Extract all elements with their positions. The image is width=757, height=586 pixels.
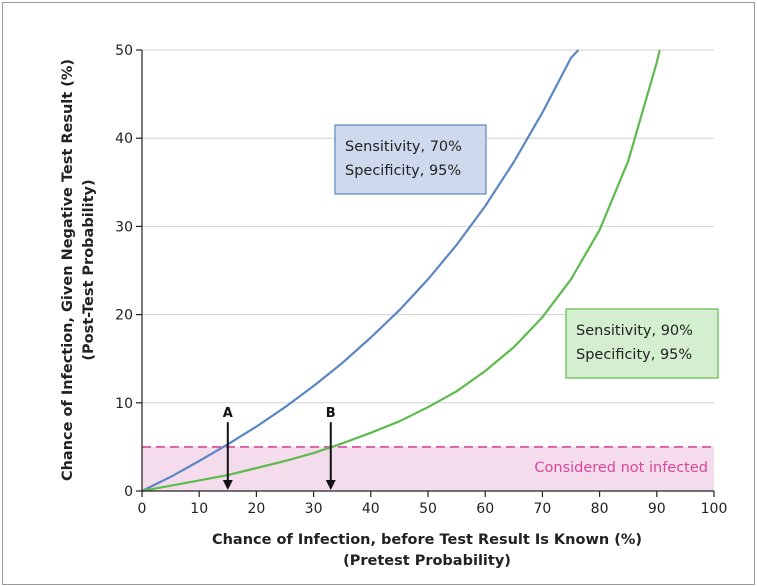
series-line-2: [141, 49, 661, 493]
marker-a-arrowhead: [222, 480, 233, 490]
x-tick-label: 40: [362, 501, 380, 517]
x-tick-label: 90: [648, 501, 666, 517]
y-tick-label: 50: [115, 43, 133, 59]
x-tick-label: 20: [247, 501, 265, 517]
series-label-group: Sensitivity, 70% Specificity, 95% Sensitiv…: [334, 124, 719, 379]
x-tick-label: 30: [305, 501, 323, 517]
x-tick-label: 10: [190, 501, 208, 517]
series-line-1: [141, 49, 580, 492]
x-tick-label: 70: [533, 501, 551, 517]
y-tick-label: 20: [115, 308, 133, 324]
x-tick-label: 50: [419, 501, 437, 517]
series-label-2-text: Sensitivity, 90%: [576, 323, 693, 339]
x-tick-label: 0: [138, 501, 147, 517]
y-axis-subtitle: (Post-Test Probability): [81, 179, 97, 360]
series-label-1-box: [334, 124, 487, 195]
marker-a-label: A: [223, 406, 233, 421]
axes-group: 0 10 20 30 40 50 0 10 20 30 40 50 60 70 80 90 100: [115, 43, 727, 517]
marker-b-label: B: [326, 406, 336, 421]
threshold-band: [142, 446, 714, 491]
marker-b-arrowhead: [325, 480, 336, 490]
y-tick-label: 30: [115, 219, 133, 235]
threshold-label: Considered not infected: [534, 460, 708, 476]
y-tick-label: 10: [115, 396, 133, 412]
series-label-2-text: Specificity, 95%: [576, 347, 692, 363]
series-label-1-text: Specificity, 95%: [345, 163, 461, 179]
x-axis-title: Chance of Infection, before Test Result …: [212, 532, 642, 548]
x-tick-label: 60: [476, 501, 494, 517]
x-axis-subtitle: (Pretest Probability): [343, 553, 511, 569]
series-group: [141, 49, 661, 493]
series-label-1-text: Sensitivity, 70%: [345, 139, 462, 155]
y-tick-label: 0: [124, 484, 133, 500]
x-tick-label: 80: [591, 501, 609, 517]
x-tick-label: 100: [701, 501, 728, 517]
y-tick-label: 40: [115, 131, 133, 147]
y-axis-title: Chance of Infection, Given Negative Test…: [60, 59, 76, 481]
series-label-2-box: [565, 308, 719, 379]
